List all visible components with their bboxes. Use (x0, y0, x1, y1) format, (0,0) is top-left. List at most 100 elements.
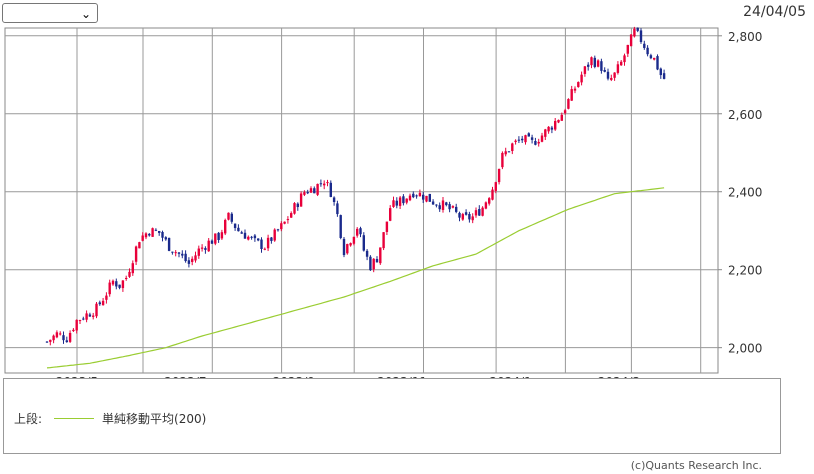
candle-body (646, 47, 649, 55)
candle-body (144, 233, 148, 238)
x-tick-label: 2024/1 (489, 375, 531, 378)
candle-body (478, 209, 481, 216)
candle-body (402, 196, 405, 204)
candle-body (616, 64, 620, 73)
candle-body (171, 251, 174, 253)
candle-body (250, 236, 253, 238)
candle-body (151, 228, 154, 237)
candle-body (154, 229, 158, 231)
candle-body (82, 318, 85, 320)
candle-body (125, 277, 128, 280)
candle-body (580, 74, 583, 83)
candle-body (537, 141, 540, 144)
candle-body (72, 329, 75, 332)
candle-body (488, 198, 491, 204)
candle-body (316, 183, 319, 195)
candle-body (253, 235, 257, 239)
x-tick-label: 2024/3 (598, 375, 640, 378)
candle-body (55, 332, 59, 338)
candle-body (237, 227, 240, 232)
candle-body (593, 57, 596, 67)
candle-body (336, 203, 339, 215)
candle-body (497, 168, 501, 183)
candle-body (283, 221, 286, 224)
candle-body (372, 258, 375, 270)
candle-body (174, 252, 177, 254)
candle-body (329, 182, 332, 197)
candle-body (111, 280, 115, 285)
legend-line-swatch (54, 418, 95, 419)
candle-body (233, 223, 237, 229)
candle-body (428, 193, 431, 202)
candle-body (382, 232, 385, 249)
y-tick-label: 2,400 (728, 186, 762, 200)
candle-body (603, 69, 606, 72)
candle-body (610, 77, 613, 80)
candle-body (230, 213, 233, 222)
candle-body (286, 219, 290, 221)
candle-body (501, 152, 504, 168)
candle-body (389, 208, 392, 221)
candle-body (491, 189, 494, 200)
candle-body (514, 140, 517, 143)
candle-body (408, 195, 412, 201)
candle-body (577, 82, 580, 88)
price-chart: 2,000 2,200 2,400 2,600 2,800 2023/5 2023/7 202… (4, 26, 762, 378)
candle-body (524, 135, 527, 143)
x-tick-label: 2023/9 (273, 375, 315, 378)
legend-position-label: 上段: (14, 412, 43, 426)
candle-body (451, 206, 455, 208)
candle-body (359, 228, 362, 235)
candle-body (659, 68, 662, 76)
candle-body (181, 253, 184, 256)
candle-body (303, 192, 306, 195)
candle-body (662, 73, 666, 79)
candle-body (511, 143, 514, 151)
candle-body (550, 127, 554, 130)
candle-body (194, 255, 197, 261)
candle-body (540, 135, 544, 142)
candle-body (352, 236, 356, 244)
candle-body (121, 280, 125, 289)
period-select[interactable]: ⌄ (2, 3, 98, 23)
candle-body (197, 248, 200, 256)
candle-body (415, 195, 418, 197)
candle-body (398, 197, 402, 206)
candle-body (220, 232, 224, 239)
candle-body (448, 204, 451, 210)
candle-body (620, 61, 623, 66)
candle-body (260, 239, 263, 250)
candle-body (323, 183, 326, 186)
candle-body (92, 315, 95, 317)
candle-body (346, 244, 349, 254)
candle-body (507, 151, 511, 153)
candle-body (547, 126, 550, 132)
candle-body (412, 193, 415, 198)
ma200-line (46, 187, 665, 369)
candle-body (257, 238, 260, 241)
candle-body (45, 341, 49, 343)
candle-body (62, 335, 65, 341)
y-tick-label: 2,800 (728, 30, 762, 44)
candle-body (115, 281, 118, 287)
candle-body (108, 282, 111, 295)
candle-body (276, 229, 280, 231)
candle-body (365, 250, 369, 257)
candle-body (530, 137, 534, 140)
candle-body (349, 243, 352, 246)
copyright-credit: (c)Quants Research Inc. (630, 459, 762, 472)
candle-body (375, 259, 379, 263)
candle-body (356, 228, 359, 236)
candle-body (441, 200, 445, 210)
candle-body (138, 242, 141, 249)
candle-body (623, 55, 626, 63)
candle-body (481, 207, 484, 216)
plot-frame (4, 27, 719, 374)
legend-entry: 上段: 単純移動平均(200) (14, 410, 206, 427)
candle-body (455, 206, 458, 212)
legend-series-label: 単純移動平均(200) (102, 412, 207, 426)
candle-body (240, 232, 243, 234)
candle-body (191, 258, 194, 262)
legend-box: 上段: 単純移動平均(200) (3, 378, 781, 454)
candle-body (567, 99, 570, 109)
